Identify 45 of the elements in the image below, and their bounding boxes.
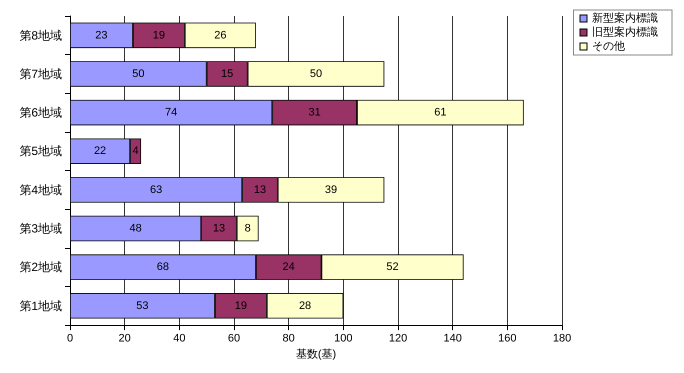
legend-label: 旧型案内標識 [592, 26, 658, 38]
y-tick-label: 第4地域 [19, 182, 62, 197]
y-tick-label: 第3地域 [19, 222, 62, 236]
y-tick-label: 第7地域 [19, 66, 62, 81]
data-label: 39 [324, 184, 338, 196]
data-label: 74 [165, 106, 178, 119]
x-tick-label: 60 [228, 332, 240, 345]
data-label: 68 [156, 261, 170, 274]
x-axis-title: 基数(基) [296, 348, 336, 360]
data-label: 19 [234, 300, 247, 312]
y-tick-label: 第8地域 [19, 28, 62, 42]
data-label: 19 [152, 29, 165, 42]
data-label: 26 [214, 29, 226, 42]
y-tick-label: 第6地域 [19, 106, 62, 120]
data-label: 4 [132, 145, 139, 158]
data-label: 28 [298, 300, 312, 312]
data-label: 31 [308, 106, 321, 119]
data-label: 8 [244, 222, 251, 235]
data-label: 15 [221, 68, 234, 80]
y-tick-label: 第1地域 [19, 298, 62, 313]
x-tick-label: 40 [173, 332, 186, 345]
data-label: 52 [386, 261, 399, 274]
data-label: 48 [129, 222, 142, 235]
data-label: 63 [150, 184, 162, 196]
x-tick-label: 20 [118, 332, 131, 345]
data-label: 53 [136, 300, 149, 312]
x-tick-label: 0 [66, 332, 74, 345]
data-label: 13 [254, 184, 266, 196]
y-tick-label: 第5地域 [19, 144, 62, 158]
data-label: 61 [434, 106, 446, 119]
x-tick-label: 180 [552, 332, 572, 345]
data-label: 13 [212, 222, 226, 235]
x-tick-label: 120 [388, 332, 408, 345]
legend-label: その他 [592, 40, 625, 52]
x-tick-label: 160 [498, 332, 517, 345]
data-label: 50 [132, 68, 144, 80]
x-tick-label: 100 [334, 332, 353, 345]
data-label: 23 [95, 29, 108, 42]
data-label: 50 [310, 68, 322, 80]
legend-label: 新型案内標識 [592, 12, 658, 24]
data-label: 22 [94, 145, 106, 158]
data-label: 24 [282, 261, 295, 274]
x-tick-label: 140 [443, 332, 462, 345]
x-tick-label: 80 [282, 332, 295, 345]
y-tick-label: 第2地域 [19, 260, 62, 274]
